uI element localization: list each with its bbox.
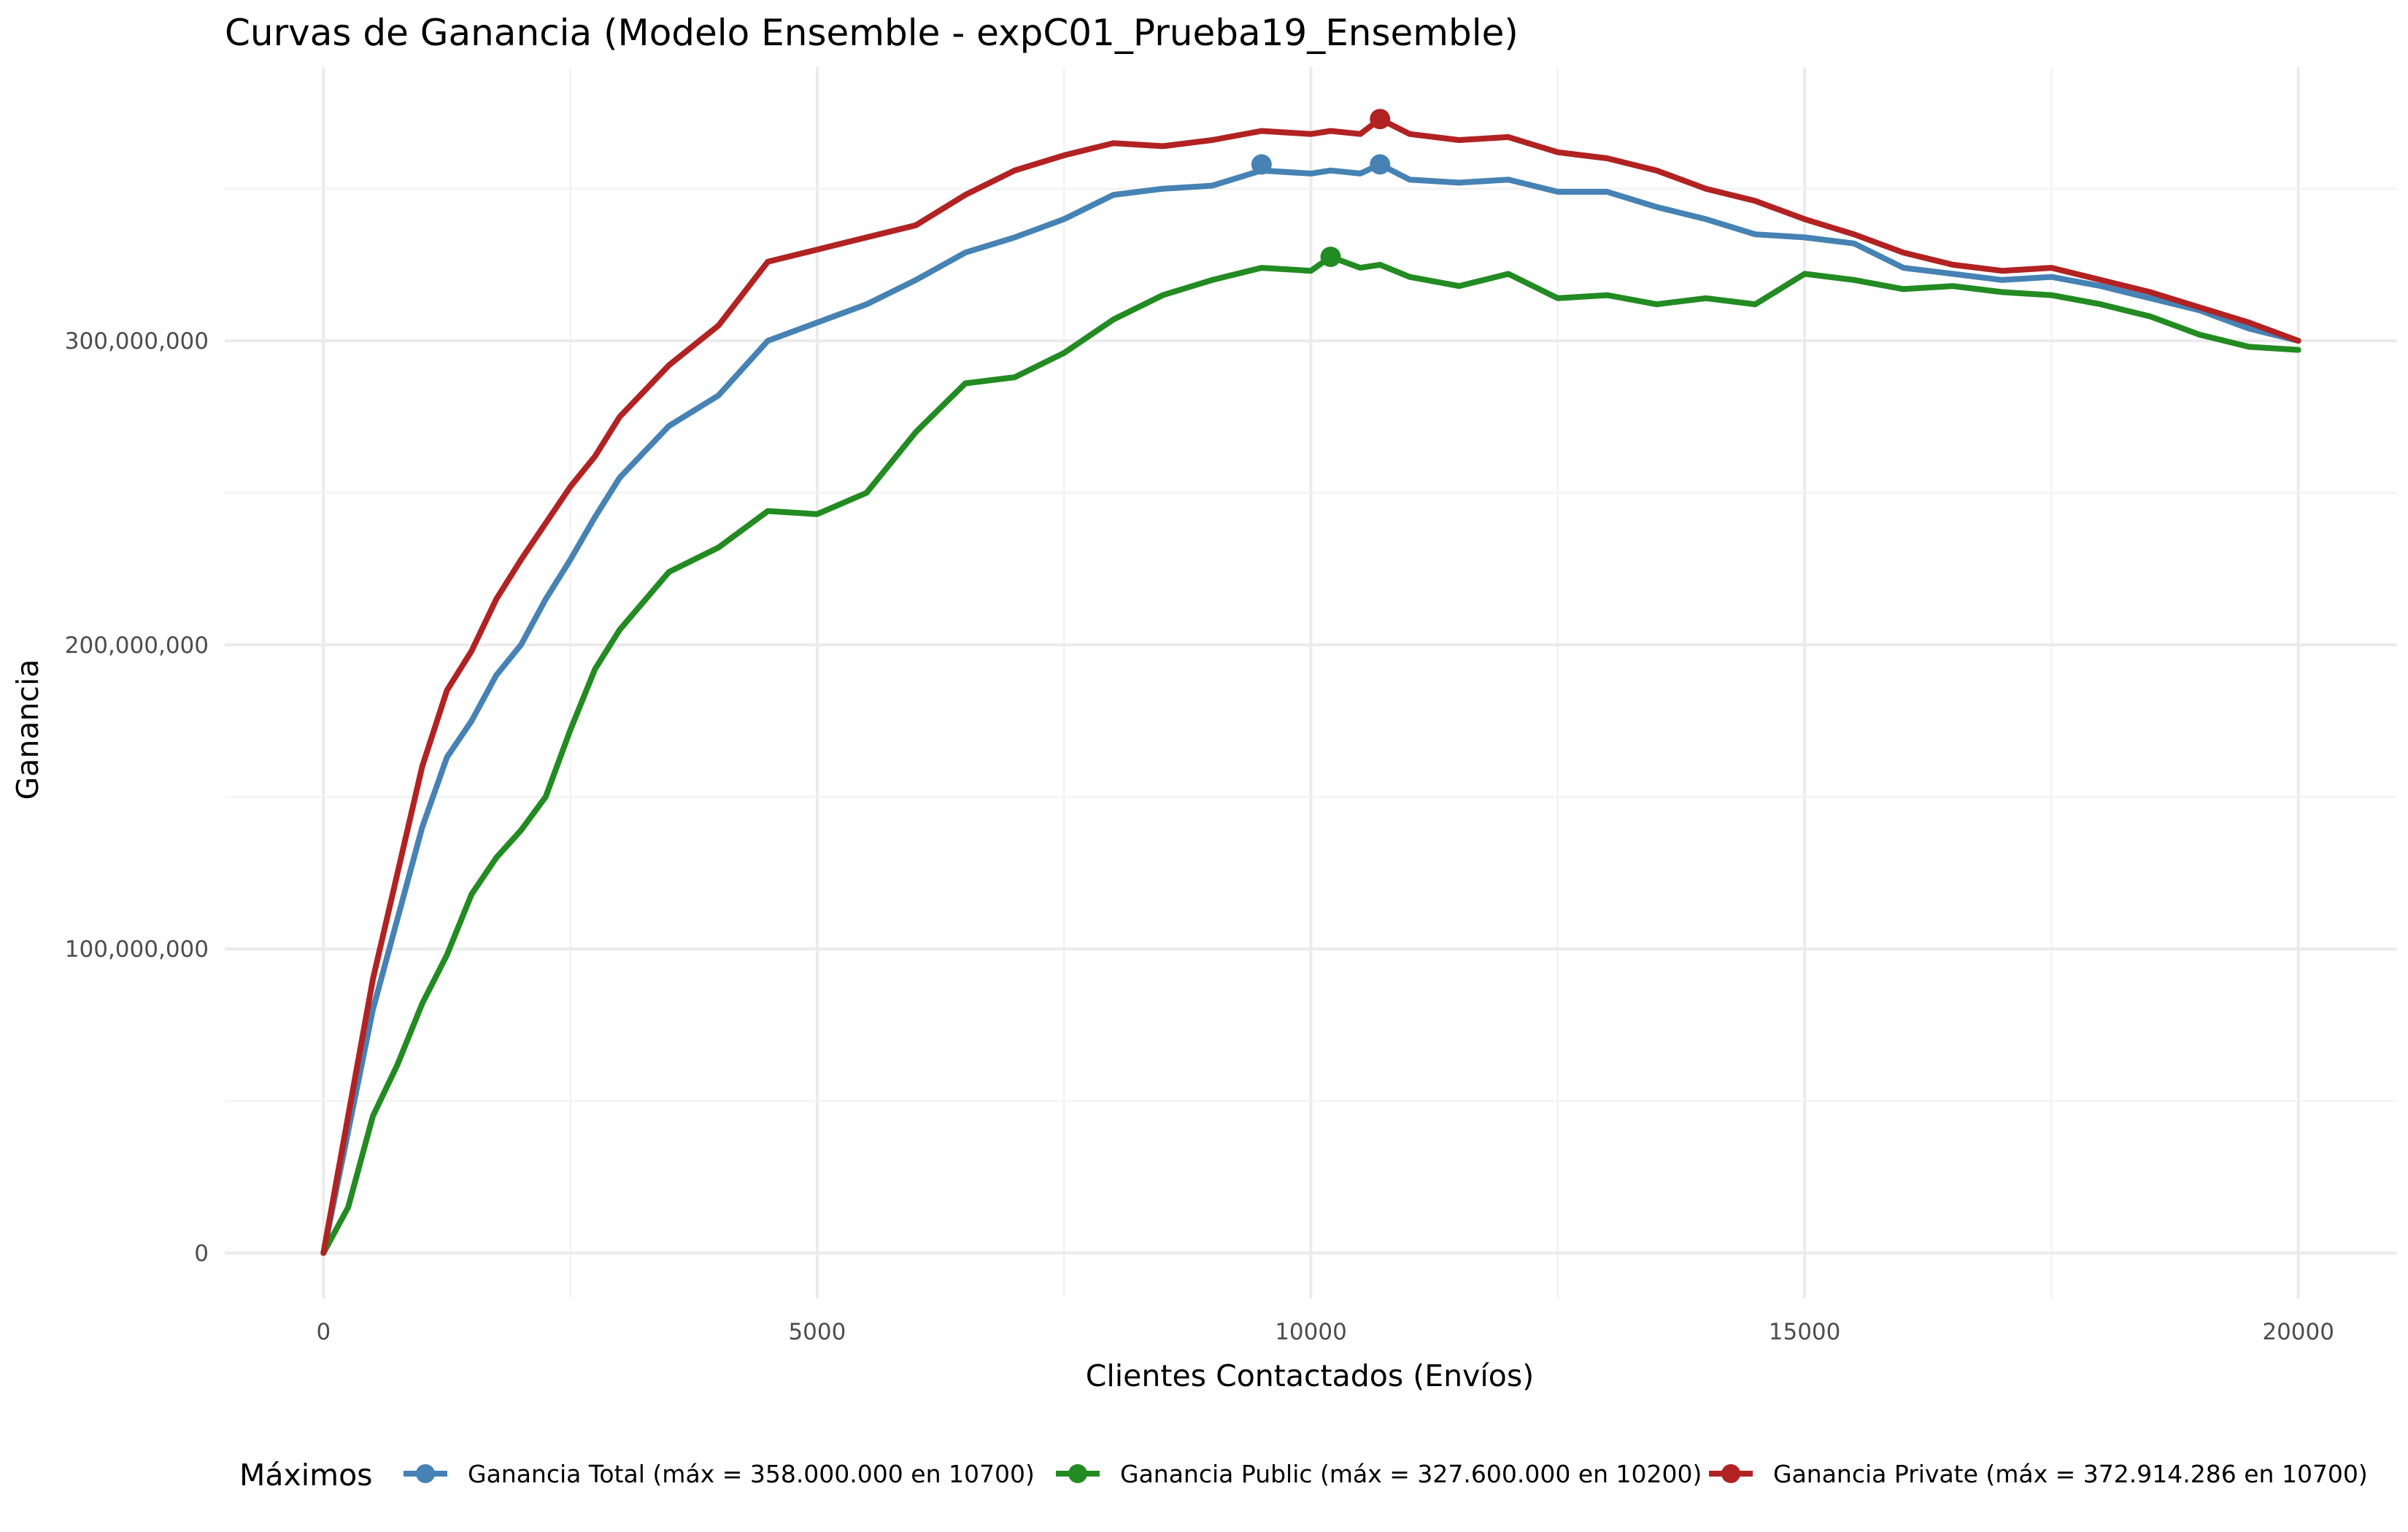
x-tick-label: 0 [316, 1319, 331, 1345]
y-tick-label: 100,000,000 [65, 937, 209, 963]
x-axis-ticks: 0 5000 10000 15000 20000 [316, 1319, 2334, 1345]
y-axis-ticks: 0 100,000,000 200,000,000 300,000,000 [65, 328, 209, 1266]
x-tick-label: 15000 [1769, 1319, 1841, 1345]
series-line-0 [320, 161, 2301, 1256]
x-tick-label: 10000 [1275, 1319, 1347, 1345]
y-tick-label: 200,000,000 [65, 632, 209, 659]
max-point-0 [1370, 154, 1391, 175]
y-axis-title: Ganancia [10, 659, 45, 800]
y-tick-label: 0 [194, 1240, 209, 1266]
legend-label: Ganancia Public (máx = 327.600.000 en 10… [1120, 1460, 1702, 1488]
series-layer [320, 116, 2301, 1256]
series-line-2 [320, 116, 2301, 1256]
legend-label: Ganancia Total (máx = 358.000.000 en 107… [468, 1460, 1035, 1488]
legend-key-point [1721, 1464, 1740, 1483]
legend-key-point [1068, 1464, 1087, 1483]
grid [225, 67, 2397, 1299]
max-point-2 [1370, 109, 1391, 130]
legend: Máximos Ganancia Total (máx = 358.000.00… [239, 1458, 2368, 1493]
max-point-0-alt [1251, 154, 1272, 175]
legend-title: Máximos [239, 1458, 373, 1493]
legend-key-point [416, 1464, 435, 1483]
max-point-1 [1320, 247, 1341, 268]
legend-label: Ganancia Private (máx = 372.914.286 en 1… [1773, 1460, 2368, 1488]
legend-item-0: Ganancia Total (máx = 358.000.000 en 107… [404, 1460, 1035, 1488]
x-tick-label: 5000 [788, 1319, 846, 1345]
x-tick-label: 20000 [2262, 1319, 2334, 1345]
y-tick-label: 300,000,000 [65, 328, 209, 355]
max-markers [1251, 109, 1391, 268]
legend-item-1: Ganancia Public (máx = 327.600.000 en 10… [1056, 1460, 1702, 1488]
legend-item-2: Ganancia Private (máx = 372.914.286 en 1… [1709, 1460, 2368, 1488]
chart-title: Curvas de Ganancia (Modelo Ensemble - ex… [225, 12, 1518, 54]
x-axis-title: Clientes Contactados (Envíos) [1086, 1358, 1534, 1393]
series-line-1 [320, 254, 2301, 1256]
